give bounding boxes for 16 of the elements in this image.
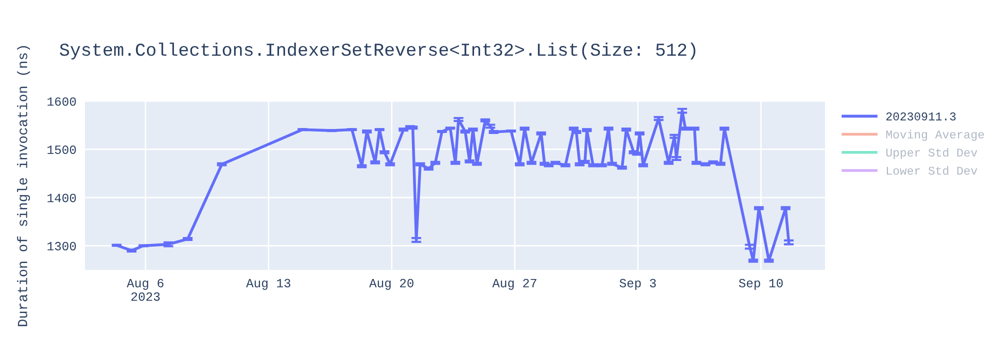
y-tick-label: 1400 (48, 194, 76, 202)
x-tick-label: Aug 20 (369, 278, 414, 290)
x-tick-label: Aug 27 (492, 278, 536, 290)
x-tick-label: Sep 10 (738, 278, 783, 290)
y-tick-label: 1500 (48, 146, 76, 154)
legend-label: Moving Average (886, 130, 984, 141)
chart-title: System.Collections.IndexerSetReverse<Int32>.List(Size: 512) (60, 42, 696, 60)
y-tick-label: 1600 (48, 97, 76, 106)
legend-label: Lower Std Dev (886, 166, 978, 175)
legend-label: 20230911.3 (886, 112, 956, 120)
y-tick-label: 1300 (48, 242, 76, 250)
x-tick-label: Sep 3 (620, 278, 656, 290)
x-tick-label: Aug 13 (246, 278, 290, 290)
legend-label: Upper Std Dev (886, 148, 978, 159)
x-tick-label: Aug 6 2023 (126, 278, 164, 301)
y-axis-title: Duration of single invocation (ns) (17, 46, 30, 326)
